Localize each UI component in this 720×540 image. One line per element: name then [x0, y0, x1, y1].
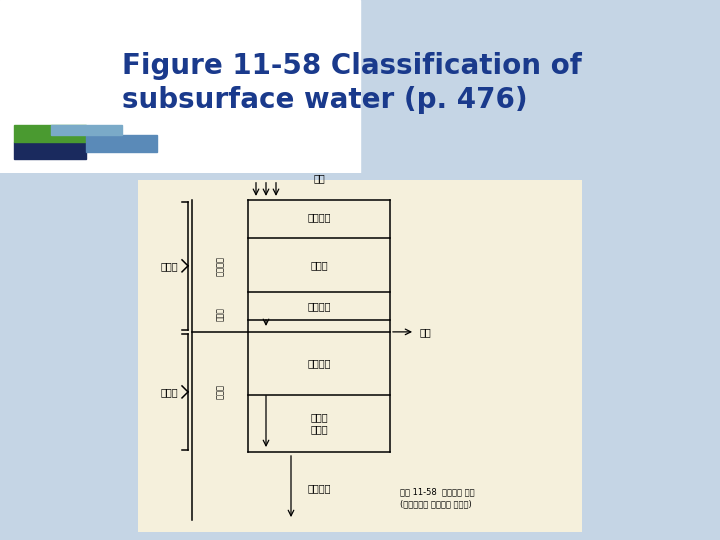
Text: 그림 11-58  지하수의 분류
(캘리포니아 농업기술 관리소): 그림 11-58 지하수의 분류 (캘리포니아 농업기술 관리소) — [400, 487, 474, 509]
Text: 지수: 지수 — [313, 173, 325, 183]
Bar — [86, 135, 157, 152]
Bar — [14, 142, 86, 159]
Text: 모관수대: 모관수대 — [307, 301, 330, 311]
Text: 지하수대: 지하수대 — [307, 359, 330, 368]
Text: 지하수: 지하수 — [215, 384, 225, 400]
Text: 통기대물: 통기대물 — [215, 256, 225, 276]
Text: 불안정
구뻑수: 불안정 구뻑수 — [310, 412, 328, 435]
Text: Figure 11-58 Classification of
subsurface water (p. 476): Figure 11-58 Classification of subsurfac… — [122, 52, 582, 114]
Text: 토양수대: 토양수대 — [307, 212, 330, 222]
Bar — [138, 180, 582, 532]
Text: 결합수대: 결합수대 — [307, 483, 330, 493]
Text: 수위: 수위 — [420, 327, 432, 337]
Bar — [50, 125, 122, 134]
Text: 사면지: 사면지 — [215, 307, 225, 321]
Bar — [14, 125, 86, 142]
Bar — [0, 0, 360, 173]
Text: 통기대: 통기대 — [161, 261, 178, 271]
Text: 중간대: 중간대 — [310, 260, 328, 270]
Text: 포화대: 포화대 — [161, 387, 178, 397]
